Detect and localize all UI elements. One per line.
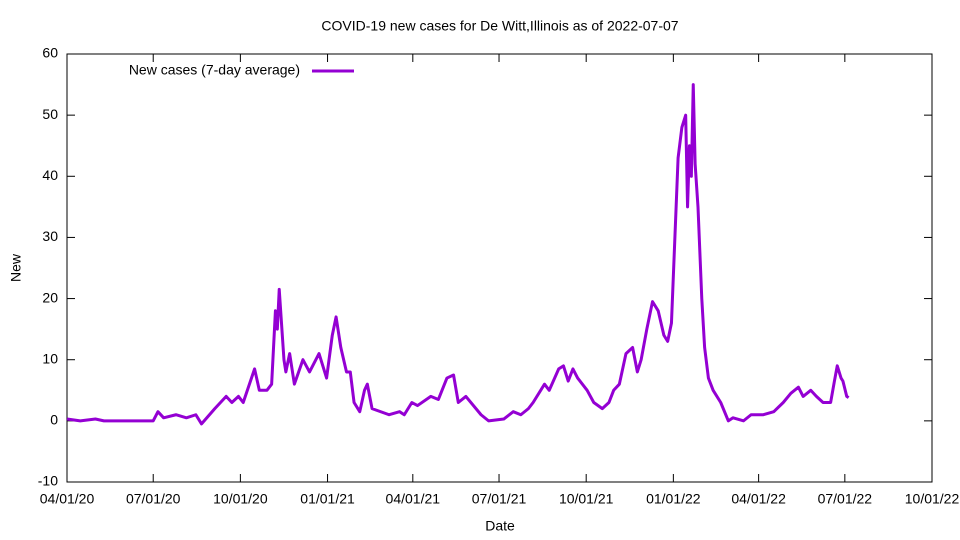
x-tick-label: 01/01/22 <box>646 491 701 507</box>
data-line <box>66 83 850 426</box>
x-tick-label: 01/01/21 <box>300 491 355 507</box>
x-axis-label: Date <box>485 518 515 534</box>
y-axis-label: New <box>8 253 24 282</box>
chart-title: COVID-19 new cases for De Witt,Illinois … <box>321 18 678 34</box>
legend-label: New cases (7-day average) <box>129 62 300 78</box>
x-tick-label: 07/01/22 <box>818 491 873 507</box>
x-tick-label: 10/01/21 <box>559 491 614 507</box>
x-tick-label: 10/01/20 <box>213 491 268 507</box>
x-tick-label: 04/01/20 <box>40 491 95 507</box>
y-tick-label: 60 <box>42 45 58 61</box>
y-tick-label: 40 <box>42 167 58 183</box>
y-tick-label: 20 <box>42 289 58 305</box>
y-tick-label: 10 <box>42 350 58 366</box>
y-tick-label: 50 <box>42 106 58 122</box>
y-tick-label: 30 <box>42 228 58 244</box>
y-tick-label: 0 <box>50 412 58 428</box>
y-tick-label: -10 <box>38 473 58 489</box>
x-tick-label: 07/01/21 <box>472 491 527 507</box>
x-tick-label: 10/01/22 <box>905 491 960 507</box>
x-tick-label: 04/01/22 <box>731 491 786 507</box>
x-tick-label: 04/01/21 <box>386 491 441 507</box>
x-tick-label: 07/01/20 <box>126 491 181 507</box>
